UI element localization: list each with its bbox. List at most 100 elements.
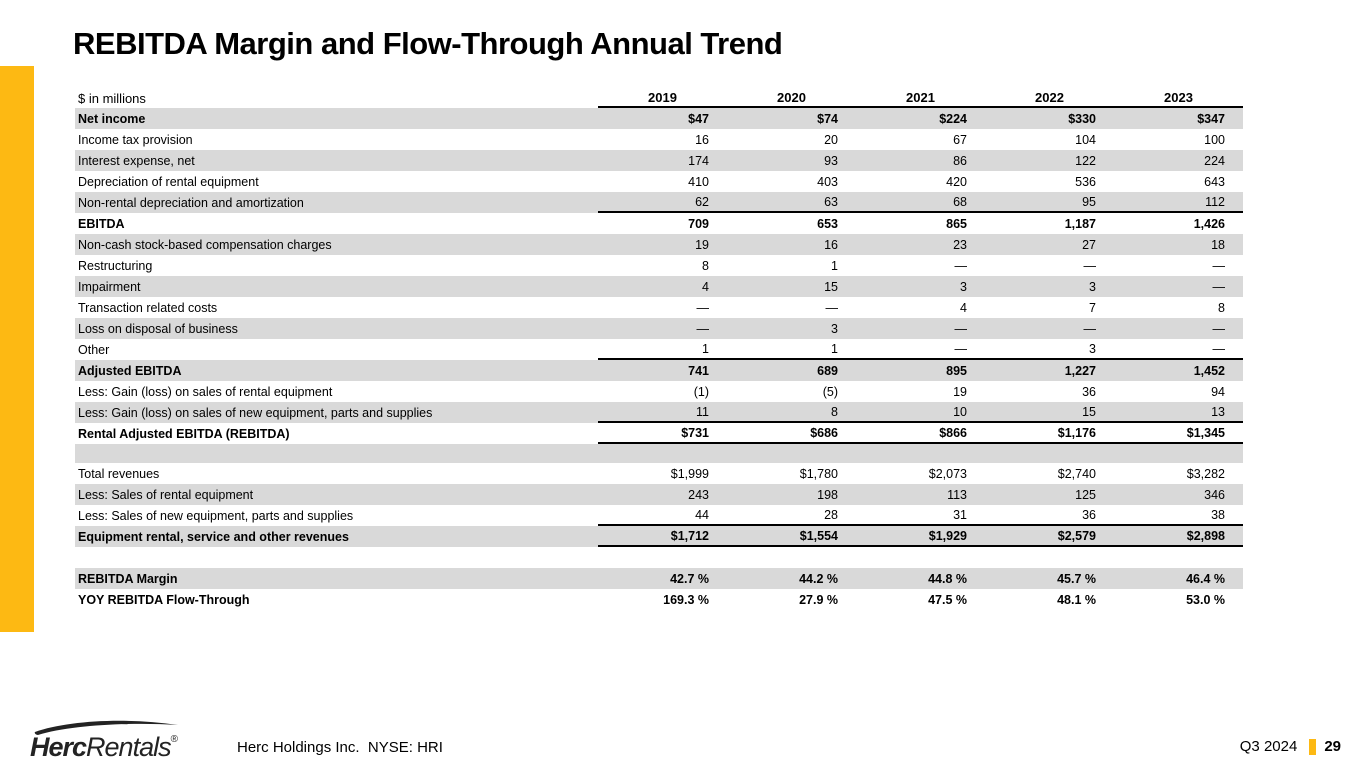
value-2022: 1,227 xyxy=(1064,363,1096,378)
value-2022: 7 xyxy=(1089,300,1096,315)
row-label: Non-rental depreciation and amortization xyxy=(78,195,304,210)
row-values: — 3 — — — xyxy=(598,318,1243,339)
row-label: Restructuring xyxy=(78,258,153,273)
value-2021: 113 xyxy=(947,487,967,502)
value-2020: 653 xyxy=(817,216,838,231)
value-2020: 20 xyxy=(824,132,838,147)
value-2020 xyxy=(727,547,856,568)
row-values: 19 16 23 27 18 xyxy=(598,234,1243,255)
value-2023: — xyxy=(1212,321,1226,336)
table-row: Less: Sales of rental equipment 243 198 113… xyxy=(75,484,1243,505)
row-label: Interest expense, net xyxy=(78,153,195,168)
value-2023: 346 xyxy=(1204,487,1225,502)
table-row: Equipment rental, service and other reve… xyxy=(75,526,1243,547)
row-values: 4 15 3 3 — xyxy=(598,276,1243,297)
row-values: 1 1 — 3 — xyxy=(598,339,1243,360)
value-2020: $74 xyxy=(817,111,838,126)
value-2022: 48.1 % xyxy=(1057,592,1096,607)
value-2020: 403 xyxy=(817,174,838,189)
page-number: 29 xyxy=(1324,738,1341,755)
value-2023: 94 xyxy=(1211,384,1225,399)
value-2019: 16 xyxy=(695,132,709,147)
logo-wordmark: HercRentals® xyxy=(30,732,200,763)
row-label: Rental Adjusted EBITDA (REBITDA) xyxy=(78,426,290,441)
value-2023: $3,282 xyxy=(1186,466,1225,481)
table-row: Net income $47 $74 $224 $330 $347 xyxy=(75,108,1243,129)
value-2022: 104 xyxy=(1075,132,1096,147)
value-2019 xyxy=(598,444,727,463)
logo-rentals-text: Rentals xyxy=(86,732,172,762)
value-2022: 95 xyxy=(1082,194,1096,209)
year-header-2023: 2023 xyxy=(1164,89,1193,105)
herc-rentals-logo: HercRentals® xyxy=(30,718,200,763)
row-values: 709 653 865 1,187 1,426 xyxy=(598,213,1243,234)
value-2022 xyxy=(985,444,1114,463)
value-2019: — xyxy=(696,300,710,315)
value-2019: 169.3 % xyxy=(663,592,709,607)
value-2019: $47 xyxy=(688,111,709,126)
logo-herc-text: Herc xyxy=(30,732,87,762)
value-2021: 44.8 % xyxy=(928,571,967,586)
value-2019: $1,712 xyxy=(670,528,709,543)
row-values: 410 403 420 536 643 xyxy=(598,171,1243,192)
value-2023: 18 xyxy=(1211,237,1225,252)
row-values: 174 93 86 122 224 xyxy=(598,150,1243,171)
row-label: Other xyxy=(78,342,110,357)
row-values: 243 198 113 125 346 xyxy=(598,484,1243,505)
value-2021: 10 xyxy=(953,404,967,419)
table-spacer-row xyxy=(75,547,1243,568)
row-label: Total revenues xyxy=(78,466,160,481)
table-row: Non-rental depreciation and amortization… xyxy=(75,192,1243,213)
value-2022: — xyxy=(1083,321,1097,336)
row-values: 11 8 10 15 13 xyxy=(598,402,1243,423)
row-values: $1,712 $1,554 $1,929 $2,579 $2,898 xyxy=(598,526,1243,547)
page-title: REBITDA Margin and Flow-Through Annual T… xyxy=(73,26,783,61)
value-2023: 1,426 xyxy=(1193,216,1225,231)
table-row: Loss on disposal of business — 3 — — — xyxy=(75,318,1243,339)
row-label: Non-cash stock-based compensation charge… xyxy=(78,237,332,252)
value-2020: (5) xyxy=(822,384,838,399)
value-2020: 63 xyxy=(824,194,838,209)
value-2022: 36 xyxy=(1082,507,1096,522)
value-2021: 67 xyxy=(953,132,967,147)
value-2020: 3 xyxy=(831,321,838,336)
value-2022: $2,579 xyxy=(1057,528,1096,543)
row-label: REBITDA Margin xyxy=(78,571,178,586)
value-2023: 100 xyxy=(1204,132,1225,147)
registered-trademark-icon: ® xyxy=(170,734,178,745)
value-2023: — xyxy=(1212,258,1226,273)
value-2021: 19 xyxy=(953,384,967,399)
table-spacer-row xyxy=(75,444,1243,463)
row-label: Net income xyxy=(78,111,146,126)
table-row: Interest expense, net 174 93 86 122 224 xyxy=(75,150,1243,171)
value-2020: 198 xyxy=(817,487,838,502)
value-2023: $1,345 xyxy=(1186,425,1225,440)
table-header-row: $ in millions 2019 2020 2021 2022 2023 xyxy=(75,88,1243,108)
row-label: Less: Gain (loss) on sales of new equipm… xyxy=(78,405,433,420)
value-2022: $330 xyxy=(1068,111,1096,126)
value-2023: 224 xyxy=(1204,153,1225,168)
value-2020: $686 xyxy=(810,425,838,440)
table-row: Less: Gain (loss) on sales of new equipm… xyxy=(75,402,1243,423)
value-2020: 15 xyxy=(824,279,838,294)
value-2021: 420 xyxy=(946,174,967,189)
value-2019: 62 xyxy=(695,194,709,209)
value-2023: $347 xyxy=(1197,111,1225,126)
accent-bar xyxy=(0,66,34,632)
value-2021: 23 xyxy=(953,237,967,252)
value-2020: 27.9 % xyxy=(799,592,838,607)
row-label: Loss on disposal of business xyxy=(78,321,238,336)
value-2020: 93 xyxy=(824,153,838,168)
value-2019: 42.7 % xyxy=(670,571,709,586)
financial-table: $ in millions 2019 2020 2021 2022 2023 N… xyxy=(75,88,1243,610)
value-2019: — xyxy=(696,321,710,336)
value-2019: (1) xyxy=(693,384,709,399)
row-values: — — 4 7 8 xyxy=(598,297,1243,318)
row-values: 169.3 % 27.9 % 47.5 % 48.1 % 53.0 % xyxy=(598,589,1243,610)
value-2021: 86 xyxy=(953,153,967,168)
row-values: 62 63 68 95 112 xyxy=(598,192,1243,213)
value-2022: 1,187 xyxy=(1064,216,1096,231)
row-label: Less: Sales of new equipment, parts and … xyxy=(78,508,354,523)
value-2019: 741 xyxy=(688,363,709,378)
value-2021: — xyxy=(954,341,968,356)
